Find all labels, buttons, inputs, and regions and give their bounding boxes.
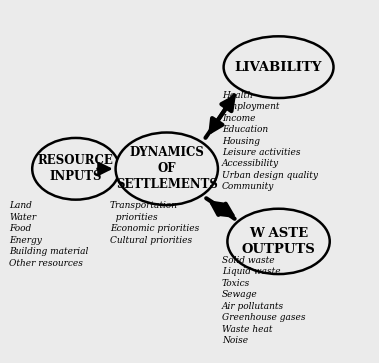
Text: Land
Water
Food
Energy
Building material
Other resources: Land Water Food Energy Building material… (9, 201, 89, 268)
Ellipse shape (227, 209, 330, 274)
Text: Health
Employment
Income
Education
Housing
Leisure activities
Accessibility
Urba: Health Employment Income Education Housi… (222, 91, 318, 191)
Ellipse shape (32, 138, 119, 200)
Text: W ASTE
OUTPUTS: W ASTE OUTPUTS (242, 227, 315, 256)
Text: DYNAMICS
OF
SETTLEMENTS: DYNAMICS OF SETTLEMENTS (116, 146, 218, 191)
Text: RESOURCE
INPUTS: RESOURCE INPUTS (38, 154, 114, 183)
Text: Solid waste
Liquid waste
Toxics
Sewage
Air pollutants
Greenhouse gases
Waste hea: Solid waste Liquid waste Toxics Sewage A… (222, 256, 305, 345)
Ellipse shape (224, 36, 334, 98)
Text: LIVABILITY: LIVABILITY (235, 61, 322, 74)
Text: Transportation
  priorities
Economic priorities
Cultural priorities: Transportation priorities Economic prior… (110, 201, 199, 245)
Ellipse shape (116, 132, 218, 205)
